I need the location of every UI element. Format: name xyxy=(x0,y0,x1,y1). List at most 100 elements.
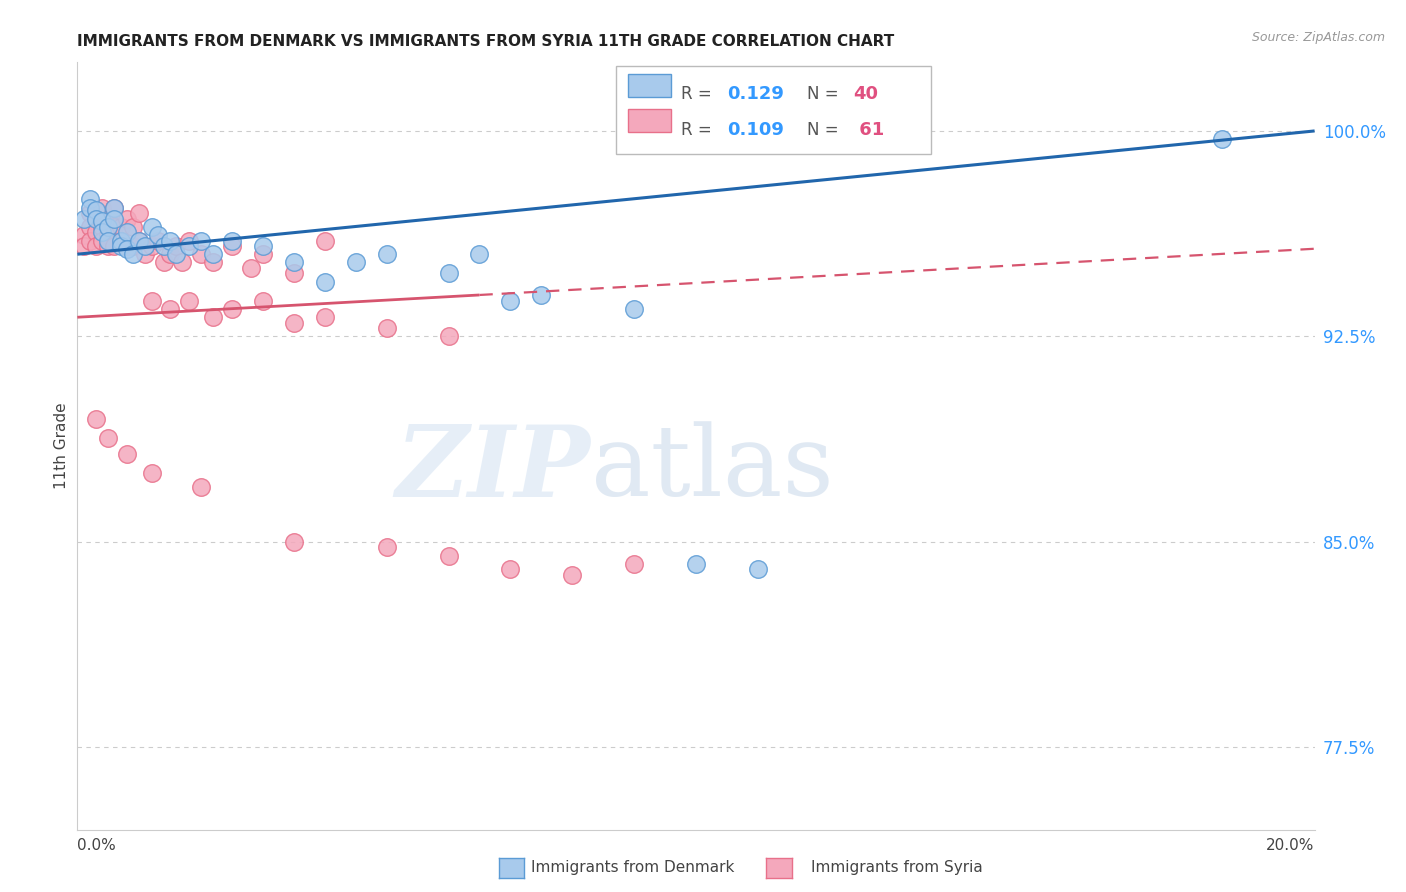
Point xyxy=(190,247,212,261)
Point xyxy=(252,247,274,261)
Point xyxy=(103,201,125,215)
Point xyxy=(499,562,522,576)
Point xyxy=(91,225,114,239)
Point xyxy=(110,239,132,253)
Point xyxy=(141,219,163,234)
FancyBboxPatch shape xyxy=(628,109,671,132)
Point xyxy=(103,219,125,234)
Point xyxy=(221,234,243,248)
Point xyxy=(79,234,101,248)
Point xyxy=(623,301,645,316)
Point xyxy=(115,239,138,253)
Point xyxy=(221,301,243,316)
Point xyxy=(375,541,398,555)
Point xyxy=(84,211,107,226)
Point xyxy=(190,480,212,494)
Point xyxy=(177,239,200,253)
Point xyxy=(747,562,769,576)
Point xyxy=(165,247,187,261)
Point xyxy=(153,255,176,269)
Text: Source: ZipAtlas.com: Source: ZipAtlas.com xyxy=(1251,31,1385,45)
Point xyxy=(103,201,125,215)
Point xyxy=(115,211,138,226)
Point xyxy=(84,203,107,218)
Text: atlas: atlas xyxy=(591,421,834,516)
Point xyxy=(134,247,156,261)
Y-axis label: 11th Grade: 11th Grade xyxy=(53,402,69,490)
Point xyxy=(134,239,156,253)
Point xyxy=(314,234,336,248)
Point xyxy=(110,234,132,248)
Point xyxy=(79,201,101,215)
Point xyxy=(115,447,138,461)
Point xyxy=(91,201,114,215)
Point xyxy=(141,293,163,308)
Point xyxy=(685,557,707,571)
Point xyxy=(172,255,194,269)
Point xyxy=(79,219,101,234)
Text: N =: N = xyxy=(807,86,844,103)
Point xyxy=(159,247,181,261)
Point xyxy=(252,239,274,253)
Point xyxy=(314,310,336,325)
Point xyxy=(530,288,553,302)
Point xyxy=(239,260,262,275)
FancyBboxPatch shape xyxy=(616,66,931,154)
Point xyxy=(122,219,145,234)
Text: IMMIGRANTS FROM DENMARK VS IMMIGRANTS FROM SYRIA 11TH GRADE CORRELATION CHART: IMMIGRANTS FROM DENMARK VS IMMIGRANTS FR… xyxy=(77,34,894,49)
Point xyxy=(623,557,645,571)
Point xyxy=(344,255,367,269)
Point xyxy=(252,293,274,308)
Point xyxy=(202,247,225,261)
Point xyxy=(128,234,150,248)
Point xyxy=(72,211,94,226)
Point xyxy=(159,301,181,316)
Text: Immigrants from Denmark: Immigrants from Denmark xyxy=(531,861,734,875)
Point xyxy=(97,234,120,248)
Point xyxy=(202,310,225,325)
Point xyxy=(146,234,169,248)
Text: 20.0%: 20.0% xyxy=(1267,838,1315,853)
Point xyxy=(283,534,305,549)
Point xyxy=(91,219,114,234)
Point xyxy=(84,411,107,425)
Text: N =: N = xyxy=(807,120,844,139)
Text: Immigrants from Syria: Immigrants from Syria xyxy=(811,861,983,875)
Point xyxy=(97,211,120,226)
Point xyxy=(437,266,460,280)
Point xyxy=(97,227,120,242)
Point xyxy=(103,239,125,253)
Point xyxy=(72,227,94,242)
Text: 0.0%: 0.0% xyxy=(77,838,117,853)
Point xyxy=(153,239,176,253)
Point xyxy=(146,227,169,242)
Point xyxy=(165,239,187,253)
Point xyxy=(110,219,132,234)
Point xyxy=(84,239,107,253)
Text: 40: 40 xyxy=(853,86,879,103)
Point xyxy=(375,321,398,335)
Point xyxy=(79,193,101,207)
Text: ZIP: ZIP xyxy=(396,421,591,517)
FancyBboxPatch shape xyxy=(628,74,671,97)
Text: 0.129: 0.129 xyxy=(727,86,783,103)
Point xyxy=(141,239,163,253)
Text: 61: 61 xyxy=(853,120,884,139)
Text: R =: R = xyxy=(681,120,717,139)
Point xyxy=(91,234,114,248)
Point xyxy=(97,219,120,234)
Point xyxy=(283,266,305,280)
Point xyxy=(97,239,120,253)
Point xyxy=(128,206,150,220)
Text: 0.109: 0.109 xyxy=(727,120,783,139)
Point xyxy=(141,467,163,481)
Point xyxy=(202,255,225,269)
Point xyxy=(97,431,120,445)
Point xyxy=(177,234,200,248)
Point xyxy=(122,247,145,261)
Point xyxy=(115,225,138,239)
Point xyxy=(122,239,145,253)
Point xyxy=(499,293,522,308)
Point xyxy=(190,234,212,248)
Point xyxy=(79,206,101,220)
